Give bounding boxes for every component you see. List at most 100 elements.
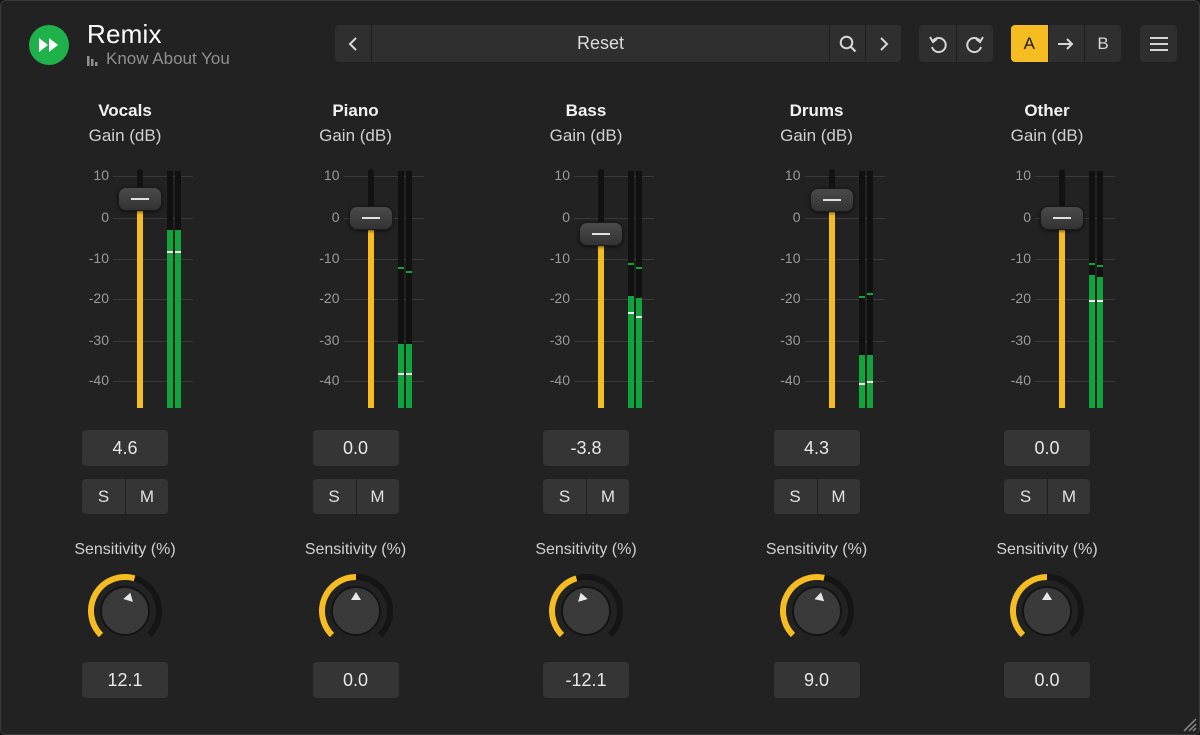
search-icon [839,35,856,52]
undo-button[interactable] [919,25,956,62]
scale-tick-label: -10 [88,250,109,266]
sensitivity-value-field[interactable]: -12.1 [543,662,629,698]
mute-button[interactable]: M [355,479,399,514]
copy-a-to-b-button[interactable] [1047,25,1085,62]
grid-line [804,176,885,177]
gain-fader-handle[interactable] [1040,206,1084,230]
level-meter-rms [405,373,412,376]
gain-fader-handle[interactable] [118,187,162,212]
knob-pointer [350,592,361,600]
grid-line [343,176,424,177]
scale-tick-label: -10 [780,250,801,266]
chevron-left-icon [348,36,357,51]
scale-tick-label: -40 [319,372,340,388]
grid-line [804,381,885,382]
sensitivity-knob[interactable] [1007,571,1087,651]
redo-button[interactable] [956,25,993,62]
preset-prev-button[interactable] [335,25,371,62]
scale-tick-label: -20 [88,290,109,306]
grid-line [804,299,885,300]
level-meter-peak [636,266,642,269]
sensitivity-knob[interactable] [85,571,165,651]
fast-forward-icon[interactable] [29,25,69,65]
grid-line [574,341,654,342]
gain-value-field[interactable]: -3.8 [543,430,629,466]
scale-tick-label: 0 [101,209,109,225]
level-meter-fill [858,354,865,408]
gain-label: Gain (dB) [549,126,623,145]
solo-button[interactable]: S [558,486,571,506]
scale-tick-label: 10 [554,167,570,183]
sensitivity-knob[interactable] [777,571,857,651]
gain-label: Gain (dB) [319,126,392,145]
grid-line [574,218,654,219]
level-meter-fill [167,230,173,408]
scale-tick-label: 0 [1023,209,1031,225]
grid-line [343,381,424,382]
b-button[interactable]: B [1084,25,1121,62]
grid-line [804,218,885,219]
scale-tick-label: -20 [780,290,801,306]
resize-grip-icon[interactable] [1179,714,1197,732]
gain-fader-handle[interactable] [348,206,393,230]
sensitivity-label: Sensitivity (%) [74,541,176,558]
sensitivity-value-field[interactable]: 12.1 [82,662,168,698]
gain-value-field[interactable]: 4.3 [773,430,860,466]
preset-next-button[interactable] [865,25,901,62]
solo-button[interactable]: S [97,486,110,506]
grid-line [1035,381,1115,382]
knob-value-arc [318,574,356,638]
grid-line [804,341,885,342]
scale-tick-label: 10 [93,167,109,183]
scale-tick-label: -20 [1010,290,1031,306]
level-meter-peak [167,230,173,233]
gain-fader-fill [137,199,143,408]
level-meter-fill [397,344,404,408]
mute-button[interactable]: M [816,479,860,514]
knob-pointer [123,592,133,602]
sensitivity-knob[interactable] [316,571,396,651]
gain-fader-handle[interactable] [579,221,623,246]
mute-button[interactable]: M [125,479,168,514]
knob-body [791,586,842,636]
sensitivity-value-field[interactable]: 0.0 [1004,662,1090,698]
scale-tick-label: 10 [784,167,801,183]
gain-fader-handle[interactable] [809,188,854,213]
menu-button[interactable] [1140,25,1177,62]
level-meter-right [866,171,873,408]
preset-name[interactable]: Reset [371,25,829,62]
gain-value-field[interactable]: 0.0 [1004,430,1090,466]
level-meter-fill [1089,275,1095,408]
level-meter-peak [866,293,873,296]
channel-name: Vocals [98,101,152,120]
sensitivity-value-field[interactable]: 9.0 [773,662,860,698]
gain-value-field[interactable]: 4.6 [82,430,168,466]
level-meter-left [858,171,865,408]
scale-tick-label: -30 [549,332,570,348]
scale-tick-label: -10 [1010,250,1031,266]
level-meter-peak [628,262,634,265]
grid-line [343,341,424,342]
scale-tick-label: -40 [88,372,109,388]
scale-tick-label: -40 [549,372,570,388]
channel-name: Other [1024,101,1070,120]
undo-icon [928,35,947,53]
solo-button[interactable]: S [789,486,801,506]
mute-button[interactable]: M [1047,479,1090,514]
gain-value-field[interactable]: 0.0 [312,430,399,466]
mute-button[interactable]: M [586,479,629,514]
channel-strip-piano: Piano Gain (dB) 10 0 -10 -20 -30 -40 0.0 S M Sensit… [256,1,456,734]
preset-search-button[interactable] [829,25,865,62]
solo-button[interactable]: S [328,486,340,506]
a-button[interactable]: A [1011,25,1048,62]
sensitivity-label: Sensitivity (%) [304,541,407,558]
grid-line [1035,341,1115,342]
scale-tick-label: -30 [780,332,801,348]
sensitivity-knob[interactable] [546,571,626,651]
knob-value-arc [88,574,136,638]
gain-label: Gain (dB) [88,126,162,145]
sensitivity-value-field[interactable]: 0.0 [312,662,399,698]
solo-button[interactable]: S [1019,486,1032,506]
